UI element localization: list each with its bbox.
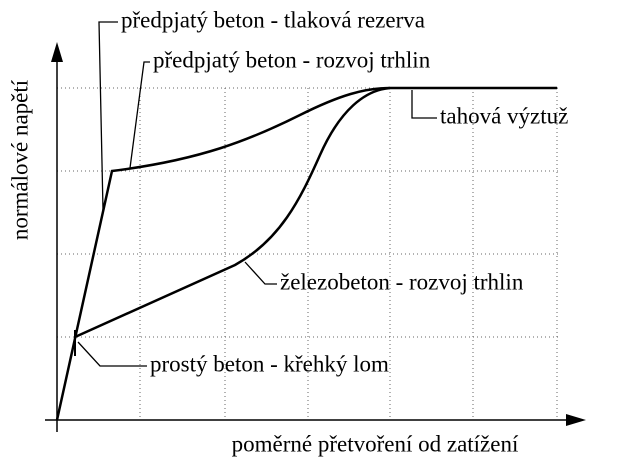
grid (57, 87, 560, 420)
reinforced-curve (74, 86, 391, 339)
prestressed-curve (55, 86, 557, 421)
y-arrow (51, 42, 63, 62)
label: prostý beton - křehký lom (150, 351, 389, 376)
x-arrow (566, 414, 586, 426)
x-axis-label: poměrné přetvoření od zatížení (232, 431, 519, 456)
label: tahová výztuž (440, 103, 568, 128)
label: předpjatý beton - rozvoj trhlin (153, 47, 431, 72)
y-axis-label: normálové napětí (7, 79, 32, 240)
leader (98, 21, 118, 211)
axes (45, 42, 586, 432)
label: předpjatý beton - tlaková rezerva (121, 7, 425, 32)
leader (77, 341, 147, 367)
leader (411, 90, 437, 119)
leader (129, 61, 150, 169)
label: železobeton - rozvoj trhlin (280, 269, 524, 294)
leader (244, 261, 277, 285)
